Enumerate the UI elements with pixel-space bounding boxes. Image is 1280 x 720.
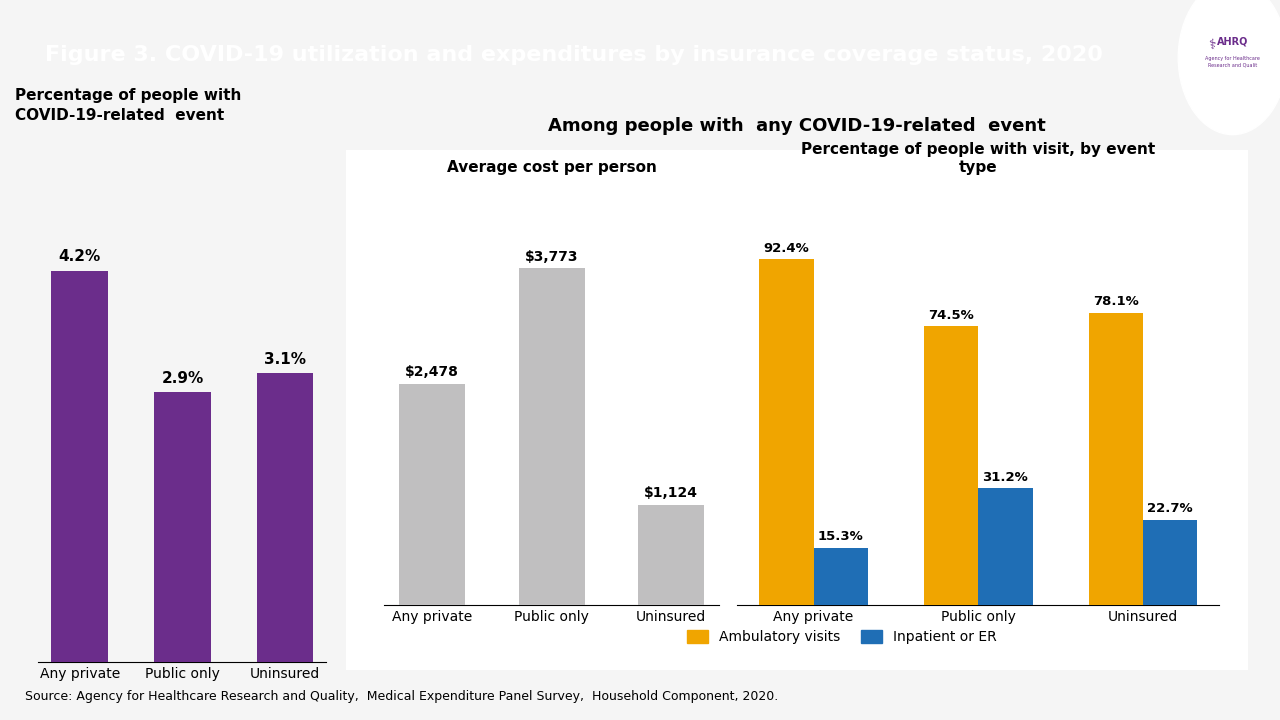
Bar [814,547,868,605]
Bar [51,271,108,662]
FancyBboxPatch shape [328,140,1266,680]
Text: $1,124: $1,124 [644,486,698,500]
Text: Percentage of people with
COVID-19-related  event: Percentage of people with COVID-19-relat… [15,89,242,123]
Text: 74.5%: 74.5% [928,309,974,322]
Bar [978,488,1033,605]
Text: Source: Agency for Healthcare Research and Quality,  Medical Expenditure Panel S: Source: Agency for Healthcare Research a… [26,690,778,703]
Bar [257,374,314,662]
Text: 15.3%: 15.3% [818,530,864,543]
Text: AHRQ: AHRQ [1217,37,1248,47]
Title: Average cost per person: Average cost per person [447,160,657,175]
Text: $2,478: $2,478 [406,365,460,379]
Text: Figure 3. COVID-19 utilization and expenditures by insurance coverage status, 20: Figure 3. COVID-19 utilization and expen… [45,45,1102,65]
Legend: Ambulatory visits, Inpatient or ER: Ambulatory visits, Inpatient or ER [682,625,1002,649]
Text: Agency for Healthcare
Research and Qualit: Agency for Healthcare Research and Quali… [1206,56,1260,67]
Bar [1088,312,1143,605]
Title: Percentage of people with visit, by event
type: Percentage of people with visit, by even… [801,143,1156,175]
Bar [924,326,978,605]
Bar [1143,520,1197,605]
Text: 4.2%: 4.2% [59,249,101,264]
Text: 78.1%: 78.1% [1093,295,1138,308]
Bar [399,384,465,605]
Text: 2.9%: 2.9% [161,371,204,386]
Text: 3.1%: 3.1% [264,352,306,367]
Text: ⚕: ⚕ [1208,37,1216,52]
Bar [518,269,585,605]
Bar [154,392,211,662]
Text: $3,773: $3,773 [525,250,579,264]
Text: 22.7%: 22.7% [1147,503,1193,516]
Text: Among people with  any COVID-19-related  event: Among people with any COVID-19-related e… [548,117,1046,135]
Ellipse shape [1178,0,1280,135]
Bar [759,259,814,605]
Text: 31.2%: 31.2% [983,471,1028,484]
Bar [639,505,704,605]
Text: 92.4%: 92.4% [764,242,809,255]
